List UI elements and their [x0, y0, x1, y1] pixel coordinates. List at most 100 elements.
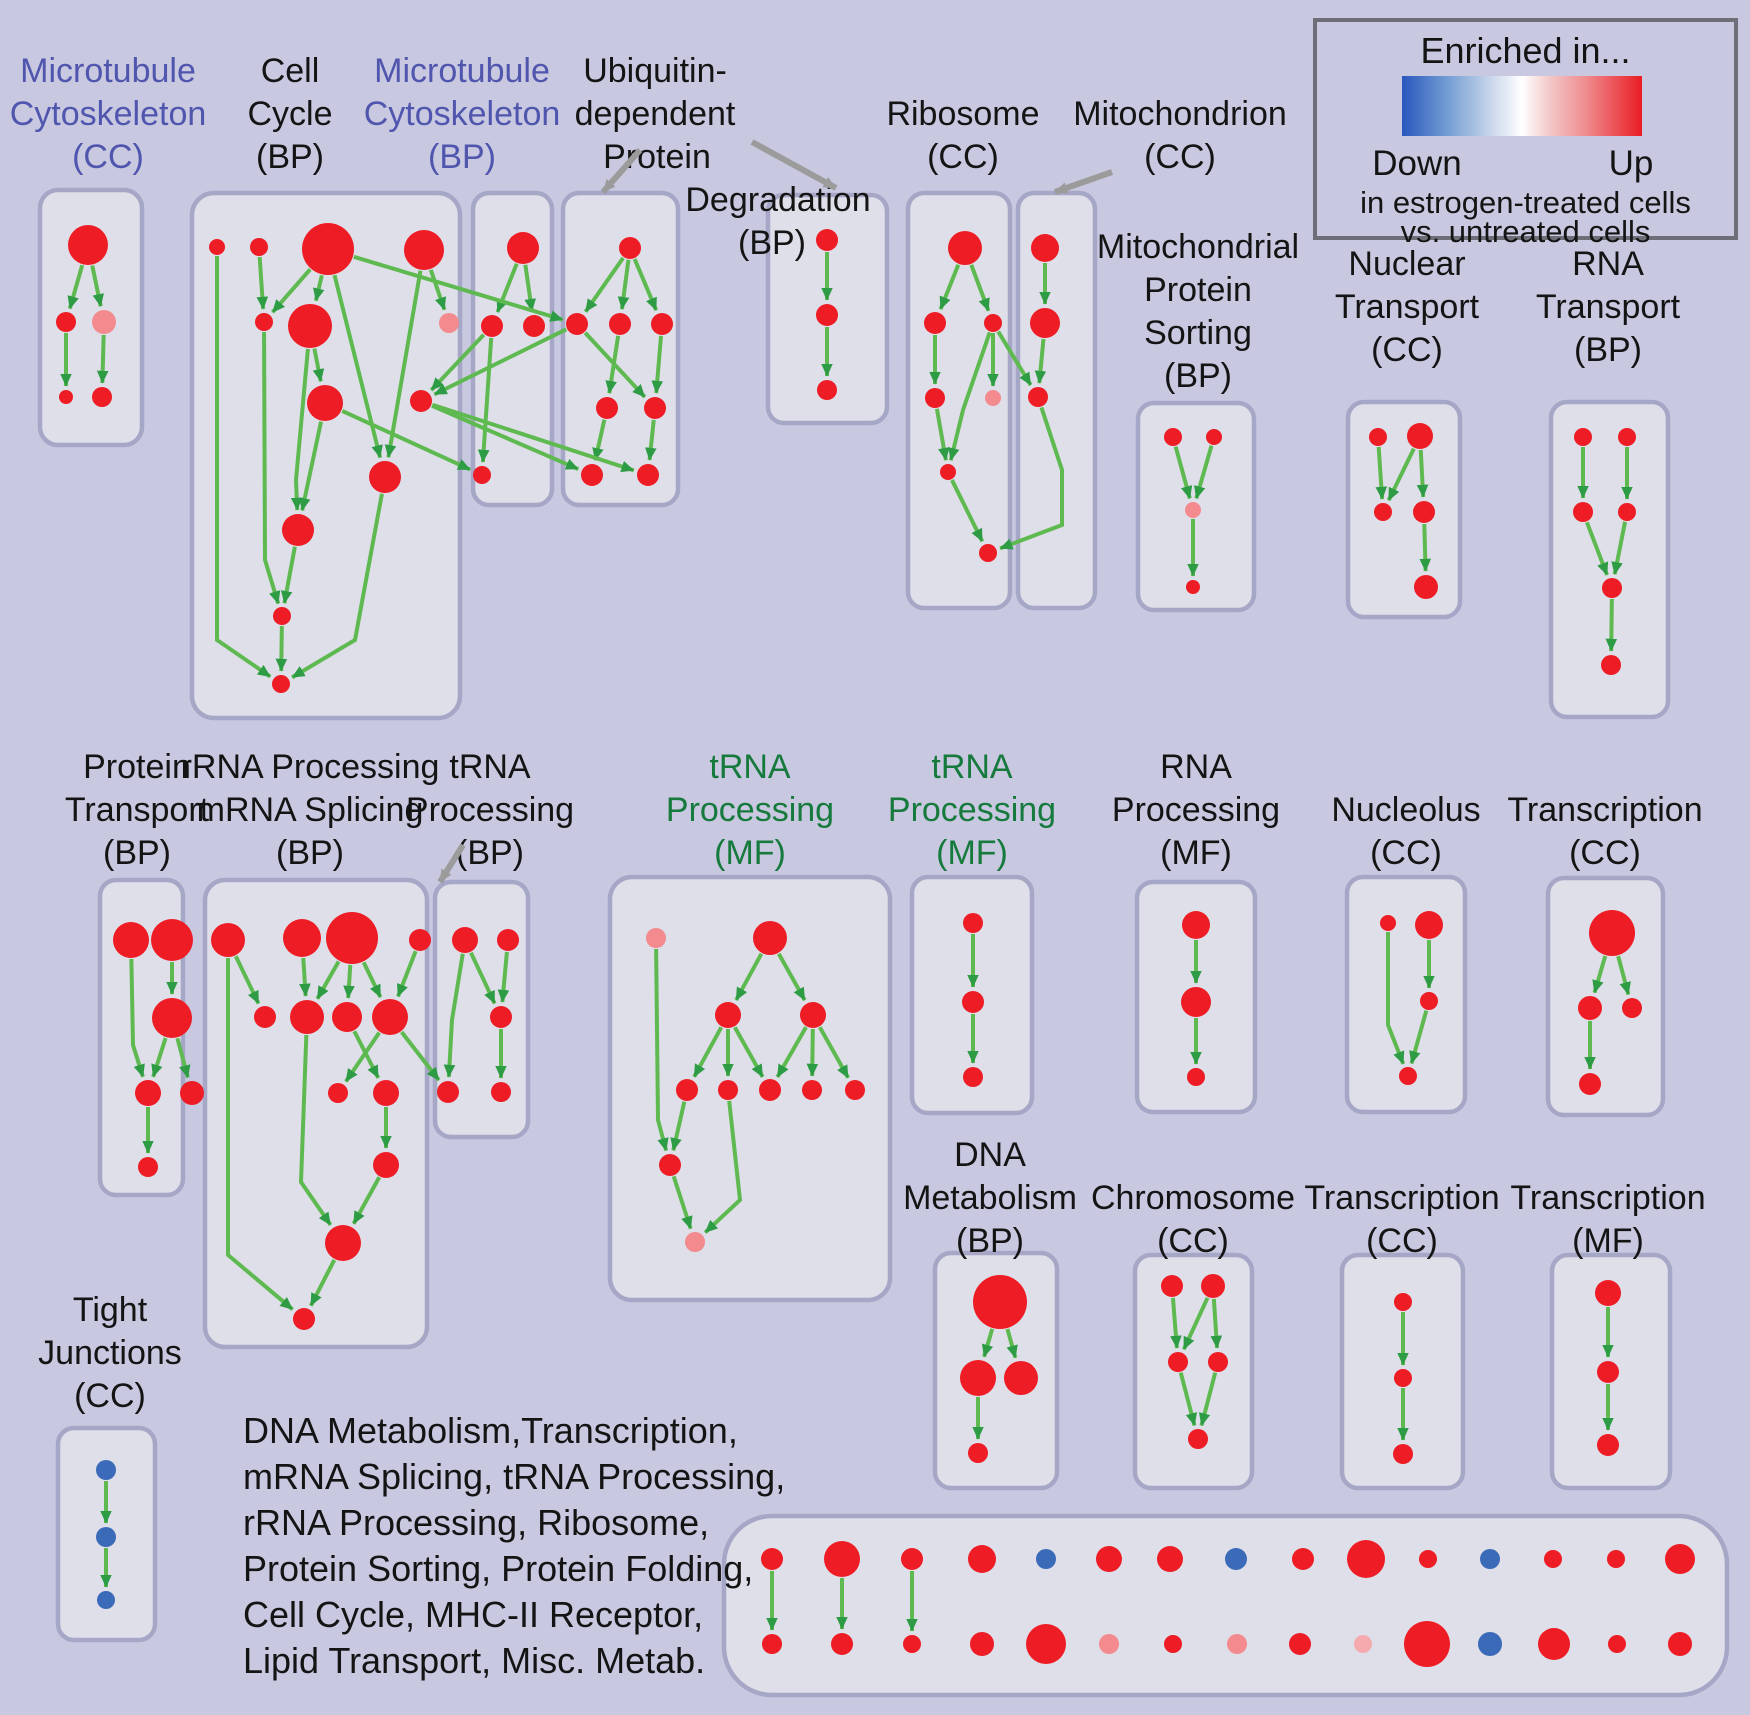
label-transc_cc_bot: (CC) [1366, 1222, 1438, 1260]
node-rna_transport-mr [1618, 503, 1636, 521]
label-mt_bp: Cytoskeleton [364, 95, 561, 133]
edge-trna_mf1-a-low [670, 1101, 687, 1151]
annotation-line: DNA Metabolism,Transcription, [243, 1410, 738, 1451]
label-trna_mf1: tRNA [709, 748, 791, 786]
node-mito-m [1030, 308, 1060, 338]
node-misc-r1c4 [968, 1545, 996, 1573]
node-misc-r2c15 [1668, 1632, 1692, 1656]
label-trna_mf2: (MF) [936, 834, 1008, 872]
node-rrna-E [254, 1006, 276, 1028]
edge-rrna-B-F [299, 957, 311, 997]
node-transc_mf-a [1595, 1280, 1621, 1306]
label-mito: Mitochondrion [1073, 95, 1287, 133]
node-mt_bp-t [507, 232, 539, 264]
node-mt_cc-mr [92, 310, 116, 334]
label-transc_cc_bot: Transcription [1304, 1179, 1499, 1217]
edge-cell_cycle-c4-c10 [384, 270, 423, 458]
label-rrna: rRNA Processing [181, 748, 440, 786]
label-rrna: (BP) [276, 834, 344, 872]
node-nucleolus-mid [1420, 992, 1438, 1010]
label-mt_cc: Cytoskeleton [10, 95, 207, 133]
node-prot_transport-ll [135, 1080, 161, 1106]
edge-cell_cycle-c5-c12 [262, 331, 281, 605]
node-mps-mid [1185, 502, 1201, 518]
node-prot_transport-b [138, 1157, 158, 1177]
node-misc-r2c12 [1478, 1632, 1502, 1656]
box-prot_transport [97, 877, 186, 1198]
edge-trna_mf1-t-ml [734, 952, 764, 1002]
node-mito-low [1028, 387, 1048, 407]
legend-title: Enriched in... [1420, 30, 1631, 71]
edge-trna_bp-tl-mid [469, 951, 497, 1005]
edge-cell_cycle-c12-c13 [275, 625, 288, 672]
edge-ubiq-t-mr [632, 258, 659, 311]
edge-nuc_transport-tr-ml [1386, 447, 1416, 502]
node-ubiq-t [619, 237, 641, 259]
node-nuc_transport-mr [1413, 501, 1435, 523]
node-rrna-F [290, 1000, 324, 1034]
box-rna_transport [1548, 399, 1671, 720]
edge-trna_bp-tl-bl [443, 953, 465, 1078]
label-rna_transport: Transport [1536, 288, 1681, 326]
label-trna_bp: (BP) [456, 834, 524, 872]
node-cell_cycle-c6 [288, 304, 332, 348]
edge-mps-tl-mid [1173, 446, 1193, 499]
edge-rrna-H-I [344, 1031, 381, 1083]
node-trna_bp-bl [437, 1081, 459, 1103]
node-mt_cc-bl [59, 390, 73, 404]
edge-ribosome-t-ml [938, 263, 961, 310]
label-chromosome: Chromosome [1091, 1179, 1295, 1217]
label-mito: (CC) [1144, 138, 1216, 176]
node-trna_bp-tl [452, 927, 478, 953]
edge-cell_cycle-c8-c11 [299, 421, 324, 512]
edge-nucleolus-sl-b [1386, 932, 1406, 1065]
label-trna_bp: tRNA [449, 748, 531, 786]
node-ubiq-ll [596, 397, 618, 419]
cross-edge-cell_cycle-c3-ubiq-ml [353, 254, 564, 322]
node-nuc_transport-b [1414, 575, 1438, 599]
node-prot_transport-lr [180, 1081, 204, 1105]
edge-rrna-C-H [361, 961, 383, 999]
label-trna_mf2: tRNA [931, 748, 1013, 786]
label-transc_cc_mid: (CC) [1569, 834, 1641, 872]
node-misc-r2c10 [1354, 1635, 1372, 1653]
callout-arrow-mitochondrion [1054, 169, 1113, 195]
node-rrna-H [372, 999, 408, 1035]
node-cell_cycle-c1 [209, 239, 225, 255]
edge-cell_cycle-c3-c6 [313, 274, 325, 302]
edge-rrna-F-L [298, 1034, 333, 1227]
node-trna_mf1-low [659, 1154, 681, 1176]
node-trna_mf1-mr [800, 1002, 826, 1028]
callout-arrow-trna-bp [437, 843, 466, 884]
node-rna_transport-tr [1618, 428, 1636, 446]
edge-ribosome-mc-lm [948, 331, 992, 461]
node-cell_cycle-c10 [369, 461, 401, 493]
edge-ubiq-mr-lr [651, 335, 664, 394]
node-mt_cc-t [68, 225, 108, 265]
edge-ribosome-t-mc [969, 264, 991, 312]
legend-subtitle-line1: in estrogen-treated cells [1360, 185, 1691, 220]
edge-cell_cycle-c10-c13 [291, 493, 384, 680]
node-misc-r2c9 [1289, 1633, 1311, 1655]
node-trna_mf2-c [963, 1067, 983, 1087]
node-transc_cc_mid-ml [1578, 996, 1602, 1020]
edge-prot_transport-mid-lr [175, 1037, 191, 1079]
node-misc-r2c7 [1164, 1635, 1182, 1653]
label-tight_junctions: (CC) [74, 1377, 146, 1415]
node-misc-r1c13 [1544, 1550, 1562, 1568]
edge-trna_mf1-mr-d [806, 1028, 819, 1077]
node-ubiq-lr [644, 397, 666, 419]
label-ribosome: (CC) [927, 138, 999, 176]
node-mps-tr [1206, 429, 1222, 445]
node-trna_bp-br [491, 1082, 511, 1102]
edge-cell_cycle-c3-c10 [332, 274, 383, 459]
label-rna_mf: (MF) [1160, 834, 1232, 872]
edge-ubiq-lr-br [645, 419, 657, 461]
node-ribosome-ll [925, 388, 945, 408]
node-transc_cc_mid-mr [1622, 998, 1642, 1018]
edge-rrna-A-M [226, 958, 294, 1311]
label-transc_cc_mid: Transcription [1507, 791, 1702, 829]
edge-cell_cycle-c11-c12 [280, 546, 297, 604]
node-cell_cycle-c9 [410, 390, 432, 412]
